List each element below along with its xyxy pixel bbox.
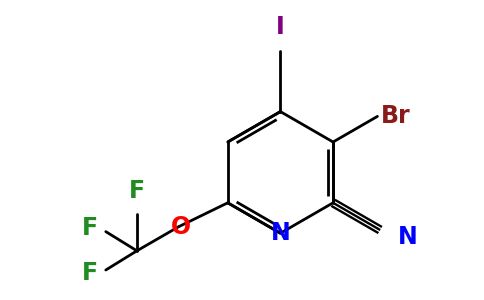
Text: Br: Br (380, 104, 410, 128)
Text: O: O (171, 215, 191, 239)
Text: N: N (271, 221, 290, 245)
Text: F: F (82, 216, 98, 240)
Text: N: N (397, 225, 417, 249)
Text: I: I (276, 15, 285, 39)
Text: F: F (82, 261, 98, 285)
Text: F: F (129, 179, 145, 203)
